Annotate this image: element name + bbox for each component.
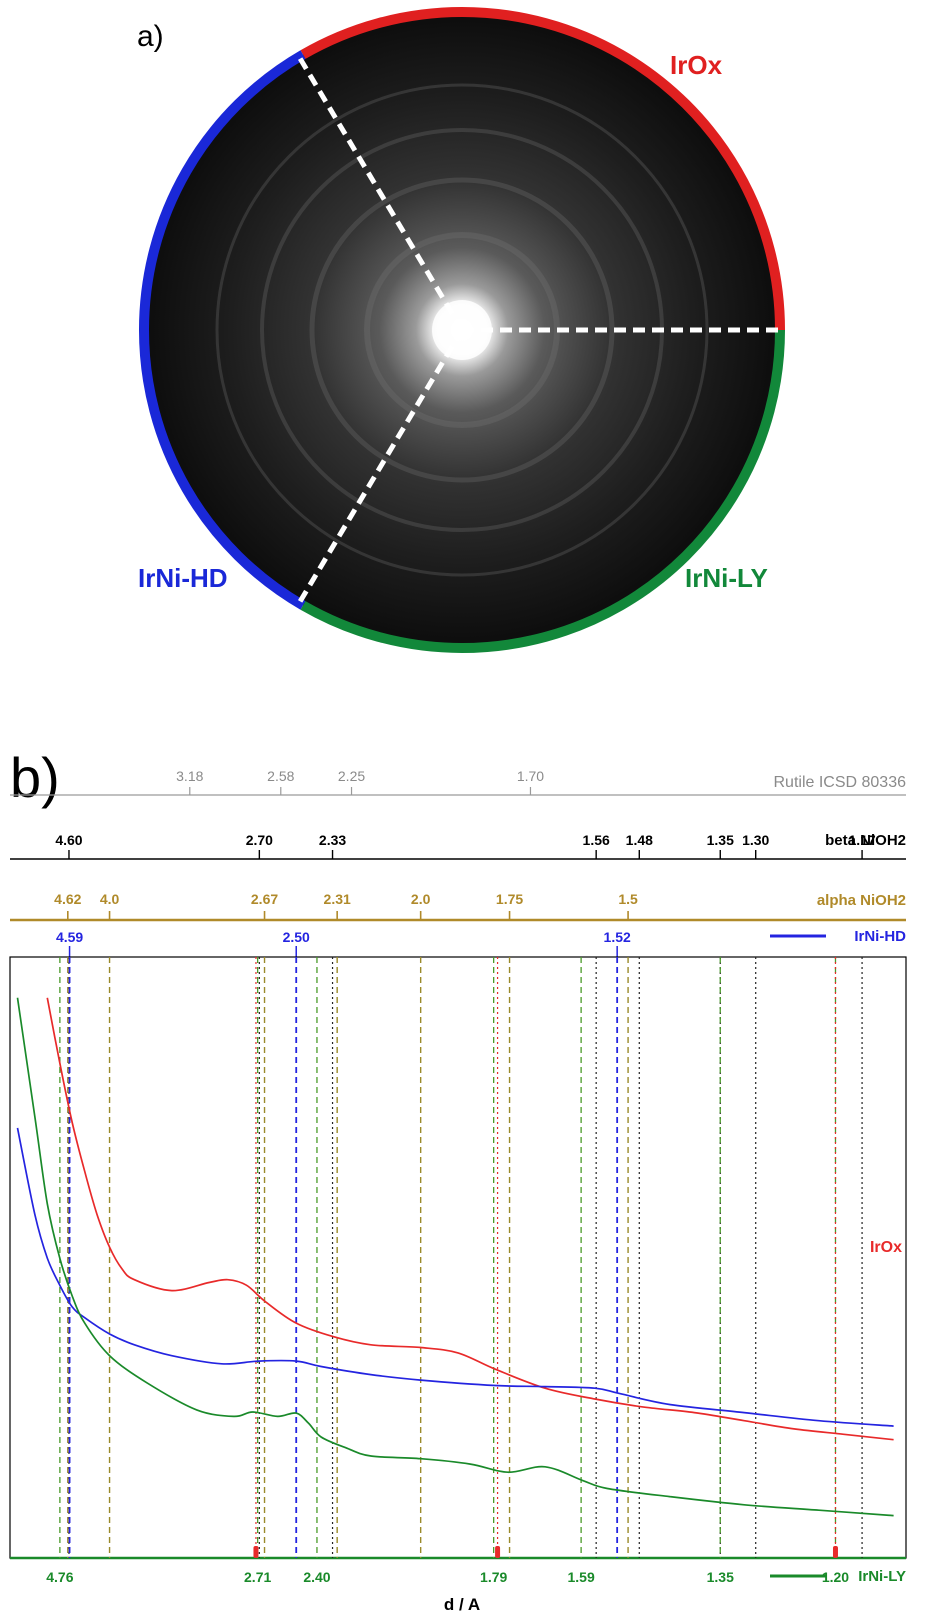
irnihd-peak-label: 1.52 [604, 929, 631, 945]
rutile-row-name: Rutile ICSD 80336 [773, 774, 906, 791]
irnihd-peak-label: 2.50 [283, 929, 310, 945]
alpha-row-name: alpha NiOH2 [817, 892, 906, 909]
irox-curve [46, 997, 894, 1441]
irnily-peak-label: 1.59 [567, 1569, 594, 1585]
alpha-tick-label: 1.5 [618, 891, 638, 907]
alpha-tick-label: 4.62 [54, 891, 81, 907]
alpha-tick-label: 2.0 [411, 891, 431, 907]
beta-tick-label: 2.33 [319, 832, 346, 848]
beta-tick-label: 1.56 [583, 832, 610, 848]
x-axis-label: d / A [444, 1595, 480, 1614]
irox-peak-marker [253, 1546, 259, 1558]
beta-tick-label: 4.60 [55, 832, 82, 848]
diffraction-image [139, 7, 785, 653]
irnily-legend-label: IrNi-LY [858, 1568, 906, 1585]
beta-row-name: beta NiOH2 [825, 832, 906, 849]
panel-a-letter: a) [137, 20, 164, 53]
irnily-segment-label: IrNi-LY [685, 563, 768, 593]
plot-frame [9, 956, 907, 1559]
alpha-tick-label: 4.0 [100, 891, 120, 907]
alpha-tick-label: 2.31 [324, 891, 351, 907]
beta-tick-label: 1.17 [848, 832, 875, 848]
rutile-tick-label: 1.70 [517, 768, 544, 784]
irnihd-legend-label: IrNi-HD [854, 928, 906, 945]
irox-segment-label: IrOx [670, 50, 723, 80]
irnihd-peak-label: 4.59 [56, 929, 83, 945]
panel-b-profile-chart: b) 3.18 2.58 2.25 1.70 Rutile ICSD 80336 4.60… [0, 750, 941, 1618]
irox-peak-marker [832, 1546, 838, 1558]
irnihd-curve [16, 1127, 894, 1427]
alpha-tick-label: 1.75 [496, 891, 523, 907]
irnily-peak-label: 2.40 [303, 1569, 330, 1585]
beta-tick-label: 2.70 [246, 832, 273, 848]
irnily-peak-label: 4.76 [46, 1569, 73, 1585]
irnily-peak-label: 1.79 [480, 1569, 507, 1585]
irnily-peak-label: 2.71 [244, 1569, 271, 1585]
rutile-tick-label: 2.58 [267, 768, 294, 784]
rutile-tick-label: 2.25 [338, 768, 365, 784]
irnihd-segment-label: IrNi-HD [138, 563, 228, 593]
irnily-peak-label: 1.20 [822, 1569, 849, 1585]
irox-segment-arc [300, 7, 785, 331]
rutile-tick-label: 3.18 [176, 768, 203, 784]
irnily-segment-arc [300, 329, 785, 653]
beta-tick-label: 1.48 [626, 832, 653, 848]
panel-b-letter: b) [10, 746, 60, 809]
irnily-curve [16, 997, 894, 1517]
panel-a-diffraction-pattern: a) IrOx I [0, 0, 941, 700]
irox-curve-label: IrOx [870, 1239, 902, 1256]
irnily-peak-label: 1.35 [707, 1569, 734, 1585]
irox-peak-marker [495, 1546, 501, 1558]
segment-dividers [295, 53, 780, 607]
irnihd-segment-arc [139, 50, 306, 610]
beta-tick-label: 1.35 [707, 832, 734, 848]
profile-chart-svg: 3.18 2.58 2.25 1.70 Rutile ICSD 80336 4.60 2.7… [9, 768, 907, 1614]
alpha-tick-label: 2.67 [251, 891, 278, 907]
beta-tick-label: 1.30 [742, 832, 769, 848]
